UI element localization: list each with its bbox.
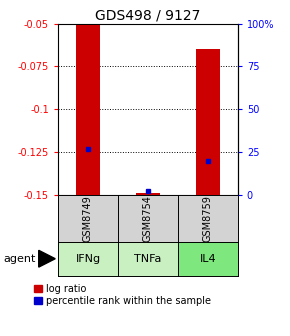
Text: GSM8754: GSM8754 (143, 195, 153, 242)
Title: GDS498 / 9127: GDS498 / 9127 (95, 8, 201, 23)
Text: IL4: IL4 (200, 254, 216, 264)
Text: GSM8759: GSM8759 (203, 195, 213, 242)
Polygon shape (39, 250, 55, 267)
Bar (196, 49, 220, 195)
Text: agent: agent (3, 254, 35, 264)
Text: GSM8749: GSM8749 (83, 195, 93, 242)
Text: TNFa: TNFa (134, 254, 162, 264)
Bar (136, 193, 160, 195)
Legend: log ratio, percentile rank within the sample: log ratio, percentile rank within the sa… (34, 284, 211, 306)
Text: IFNg: IFNg (75, 254, 101, 264)
Bar (76, 25, 100, 195)
